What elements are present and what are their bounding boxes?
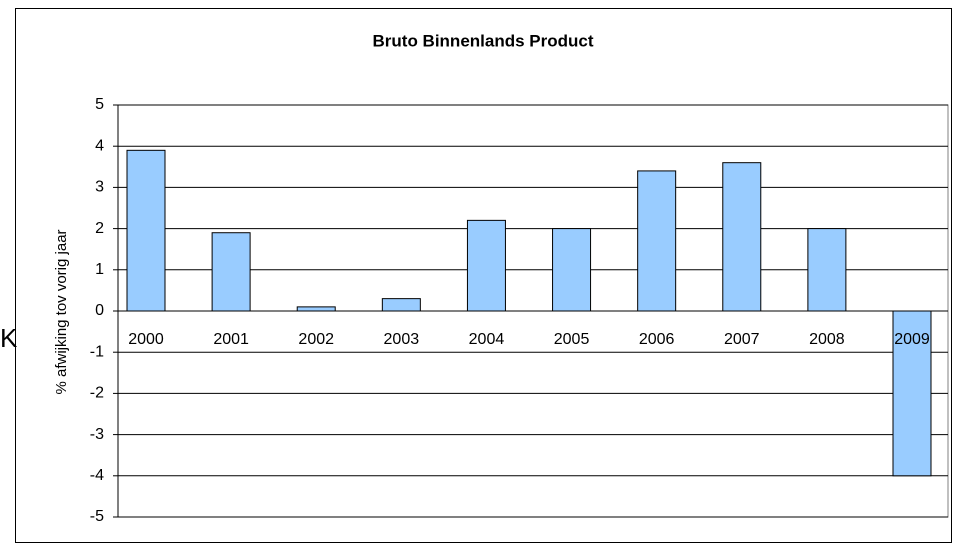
x-tick-label: 2001 [213,331,249,348]
bar [296,306,336,312]
bar [807,228,847,312]
y-tick-label: 2 [95,220,104,237]
annotation: K [0,323,18,353]
y-tick-label: -4 [90,467,104,484]
y-axis-label: % afwijking tov vorig jaar [53,229,70,394]
x-tick-label: 2006 [639,331,675,348]
bar [722,162,762,312]
y-tick-label: 5 [95,96,104,113]
y-tick-label: -1 [90,343,104,360]
bar [552,228,592,312]
y-tick-label: 3 [95,179,104,196]
y-tick-label: 1 [95,261,104,278]
x-tick-label: 2008 [809,331,845,348]
bar [637,170,677,312]
y-tick-label: -3 [90,426,104,443]
x-tick-label: 2005 [554,331,590,348]
x-tick-label: 2009 [894,331,930,348]
y-tick-label: 0 [95,302,104,319]
x-tick-label: 2004 [469,331,505,348]
y-tick-label: -2 [90,385,104,402]
bar [211,232,251,312]
y-tick-label: 4 [95,137,104,154]
x-tick-label: 2000 [128,331,164,348]
chart-title: Bruto Binnenlands Product [373,31,594,50]
x-tick-label: 2002 [298,331,334,348]
bar [126,149,166,312]
bar [892,310,932,477]
bar [381,298,421,312]
bar [466,219,506,312]
y-tick-label: -5 [90,508,104,525]
x-tick-label: 2003 [384,331,420,348]
x-tick-label: 2007 [724,331,760,348]
